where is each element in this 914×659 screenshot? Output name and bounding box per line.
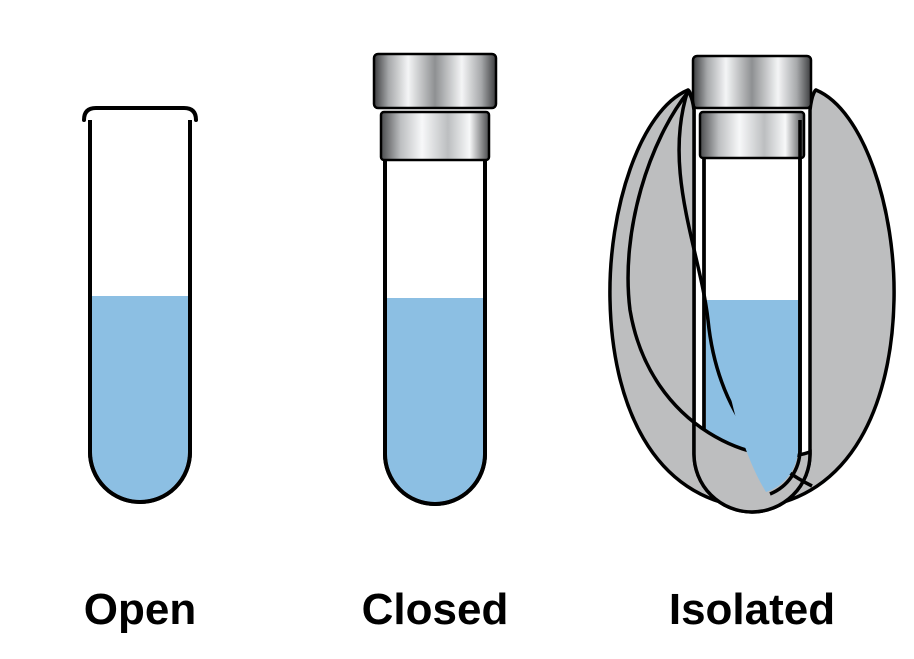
open-tube-svg — [0, 0, 280, 560]
panel-isolated: Isolated — [590, 0, 914, 659]
caption-open: Open — [0, 585, 280, 635]
tube-liquid — [387, 298, 483, 502]
cap-collar — [381, 112, 489, 160]
open-tube — [84, 108, 196, 502]
panel-open: Open — [0, 0, 280, 659]
closed-tube-svg — [280, 0, 590, 560]
isolated-tube-svg — [590, 0, 914, 560]
tube-lip — [84, 108, 196, 120]
caption-isolated: Isolated — [590, 585, 914, 635]
panel-closed: Closed — [280, 0, 590, 659]
cap-collar — [700, 112, 804, 158]
tube-liquid — [92, 296, 188, 500]
caption-closed: Closed — [280, 585, 590, 635]
cap-top — [374, 54, 496, 108]
figure-stage: Open — [0, 0, 914, 659]
cap-top — [693, 56, 811, 108]
closed-tube — [374, 54, 496, 504]
